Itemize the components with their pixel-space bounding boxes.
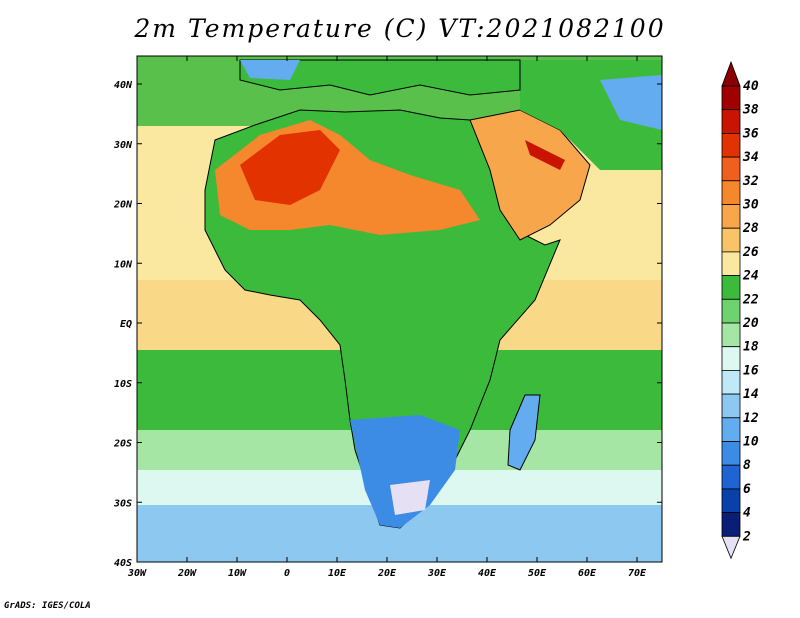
colorbar-bottom-arrow — [721, 535, 741, 560]
colorbar-label: 34 — [742, 150, 759, 165]
lon-tick-label: 30W — [127, 568, 147, 579]
longitude-tick-labels: 30W 20W 10W 0 10E 20E 30E 40E 50E 60E 70E — [127, 56, 647, 579]
colorbar-label: 4 — [743, 506, 751, 521]
lat-tick-label: 40N — [114, 80, 133, 91]
lon-tick-label: 70E — [628, 568, 647, 579]
colorbar-top-arrow — [721, 60, 741, 87]
colorbar-segment — [721, 464, 741, 490]
colorbar-label: 22 — [742, 292, 759, 307]
colorbar-segment — [721, 204, 741, 229]
latitude-tick-labels: 40N 30N 20N 10N EQ 10S 20S 30S 40S — [113, 80, 662, 569]
colorbar-segment — [721, 393, 741, 419]
alps-cool — [240, 60, 300, 80]
colorbar-label: 38 — [742, 103, 759, 118]
southern-africa-coldest — [390, 480, 430, 515]
colorbar-segment — [721, 369, 741, 395]
colorbar-segment — [721, 322, 741, 348]
lat-tick-label: 30S — [113, 498, 132, 509]
lon-tick-label: 30E — [427, 568, 447, 579]
lat-tick-label: EQ — [120, 319, 132, 330]
madagascar — [507, 394, 541, 471]
colorbar-label: 40 — [743, 79, 759, 94]
colorbar-label: 16 — [743, 363, 759, 378]
colorbar-segment — [721, 180, 741, 205]
colorbar-segment — [721, 156, 741, 182]
colorbar-label: 10 — [743, 435, 759, 450]
colorbar-label: 20 — [742, 316, 759, 331]
colorbar-label: 18 — [743, 340, 759, 355]
lon-tick-label: 40E — [478, 568, 497, 579]
footer-credit: GrADS: IGES/COLA — [4, 601, 91, 611]
colorbar-segment — [721, 227, 741, 253]
lon-tick-label: 20W — [177, 568, 197, 579]
colorbar-segment — [721, 441, 741, 466]
colorbar-label: 12 — [743, 411, 759, 426]
lat-tick-label: 40S — [114, 558, 132, 569]
colorbar-segment — [721, 85, 741, 111]
persian-gulf-hot — [525, 140, 565, 170]
europe-edge — [239, 59, 521, 96]
lon-tick-label: 20E — [377, 568, 397, 579]
lat-tick-label: 30N — [113, 140, 133, 151]
lon-tick-label: 60E — [578, 568, 597, 579]
colorbar-label: 2 — [742, 529, 751, 544]
colorbar-segment — [721, 346, 741, 371]
colorbar-label: 6 — [743, 482, 751, 497]
lon-tick-label: 10E — [328, 568, 347, 579]
sahara-core-region — [240, 130, 340, 205]
colorbar-segment — [721, 275, 741, 300]
colorbar-label: 36 — [742, 126, 759, 141]
iran-highlands — [600, 75, 662, 130]
lat-tick-label: 10N — [114, 259, 133, 270]
lon-tick-label: 0 — [284, 568, 290, 579]
colorbar-segment — [721, 132, 741, 158]
colorbar-segment — [721, 417, 741, 442]
colorbar-label: 14 — [743, 387, 759, 402]
colorbar-segment — [721, 298, 741, 324]
chart-title: 2m Temperature (C) VT:2021082100 — [134, 14, 666, 43]
colorbar-label: 24 — [742, 269, 759, 284]
map-frame — [136, 55, 663, 563]
lon-tick-label: 50E — [528, 568, 547, 579]
lon-tick-label: 10W — [228, 568, 247, 579]
colorbar-label: 26 — [742, 245, 759, 260]
colorbar-label: 8 — [743, 458, 751, 473]
colorbar-label: 28 — [742, 221, 759, 236]
colorbar-segment — [721, 488, 741, 513]
lat-tick-label: 20S — [113, 439, 132, 450]
lat-tick-label: 20N — [113, 200, 133, 211]
colorbar-segment — [721, 251, 741, 276]
lat-tick-label: 10S — [114, 379, 132, 390]
colorbar-label: 30 — [742, 198, 759, 213]
colorbar-label: 32 — [742, 174, 759, 189]
colorbar-segment — [721, 109, 741, 134]
southern-africa-cool — [350, 415, 460, 528]
colorbar-segment — [721, 512, 741, 537]
